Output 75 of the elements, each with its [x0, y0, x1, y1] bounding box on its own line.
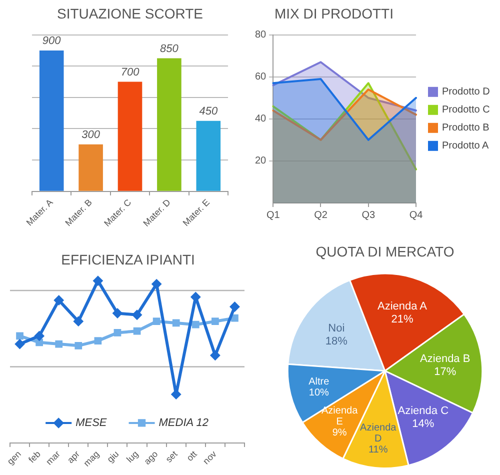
point	[54, 295, 64, 306]
data-label: 850	[160, 42, 180, 55]
y-tick-label: 20	[255, 156, 267, 167]
legend-label: Prodotto B	[442, 122, 490, 134]
slice-label: Azienda B	[420, 353, 470, 366]
y-tick-label: 80	[255, 30, 267, 41]
x-tick-label: giu	[105, 448, 121, 464]
data-label: 9%	[332, 427, 347, 438]
data-label: 18%	[325, 336, 348, 348]
slice-label: Azienda C	[398, 405, 449, 418]
slice-label: Azienda D	[360, 422, 397, 444]
data-label: 14%	[412, 418, 434, 430]
chart-title: QUOTA DI MERCATO	[316, 243, 454, 260]
point	[34, 330, 44, 341]
point	[36, 338, 43, 346]
bar	[157, 58, 182, 191]
x-tick-label: Q1	[266, 210, 280, 221]
point	[230, 302, 240, 312]
x-tick-label: lug	[124, 448, 140, 464]
legend-label: Prodotto A	[442, 140, 490, 152]
chart-title: SITUAZIONE SCORTE	[57, 5, 203, 22]
point	[152, 318, 160, 326]
point	[133, 327, 141, 335]
point	[14, 339, 25, 350]
point	[192, 320, 200, 328]
data-label: 450	[199, 105, 218, 118]
x-tick-label: Q2	[314, 210, 328, 221]
x-tick-label: mag	[82, 448, 102, 468]
chart-title: EFFICIENZA IPIANTI	[61, 251, 195, 268]
point	[114, 329, 122, 336]
data-label: 17%	[434, 366, 456, 378]
x-tick-label: ago	[142, 448, 160, 467]
x-tick-label: ott	[184, 448, 200, 464]
x-tick-label: mar	[44, 448, 62, 467]
point	[74, 342, 82, 350]
legend-label: MESE	[76, 417, 108, 430]
bar	[39, 50, 64, 191]
data-label: 10%	[308, 388, 329, 399]
bar	[196, 120, 221, 191]
legend-label: MEDIA 12	[158, 417, 209, 430]
data-label: 300	[82, 128, 101, 141]
bar	[78, 144, 103, 191]
bar	[118, 82, 142, 191]
y-tick-label: 60	[255, 72, 267, 83]
point	[55, 340, 63, 348]
legend-label: Prodotto D	[442, 86, 490, 98]
data-label: 11%	[368, 444, 388, 456]
point	[92, 276, 103, 286]
point	[152, 279, 162, 290]
x-tick-label: Q3	[362, 210, 376, 221]
slice-label: Azienda E	[322, 405, 358, 428]
x-tick-label: set	[164, 448, 180, 464]
point	[112, 308, 122, 318]
chart-title: MIX DI PRODOTTI	[274, 5, 394, 22]
point	[94, 337, 102, 344]
x-tick-label: gen	[5, 448, 23, 467]
slice-label: Altre	[308, 376, 330, 388]
y-tick-label: 40	[255, 114, 267, 125]
data-label: 700	[120, 66, 140, 78]
point	[231, 314, 238, 322]
data-label: 21%	[391, 314, 414, 326]
x-tick-label: Q4	[409, 210, 424, 221]
legend-label: Prodotto C	[442, 104, 490, 116]
point	[73, 316, 84, 326]
x-tick-label: apr	[65, 448, 82, 466]
slice-label: Noi	[328, 322, 345, 335]
x-tick-label: nov	[201, 448, 219, 466]
x-tick-label: feb	[26, 448, 42, 465]
point	[16, 332, 24, 340]
point	[132, 310, 142, 320]
slice-label: Azienda A	[377, 300, 428, 313]
point	[210, 350, 220, 360]
data-label: 900	[42, 35, 62, 48]
point	[172, 319, 180, 327]
point	[212, 318, 219, 326]
